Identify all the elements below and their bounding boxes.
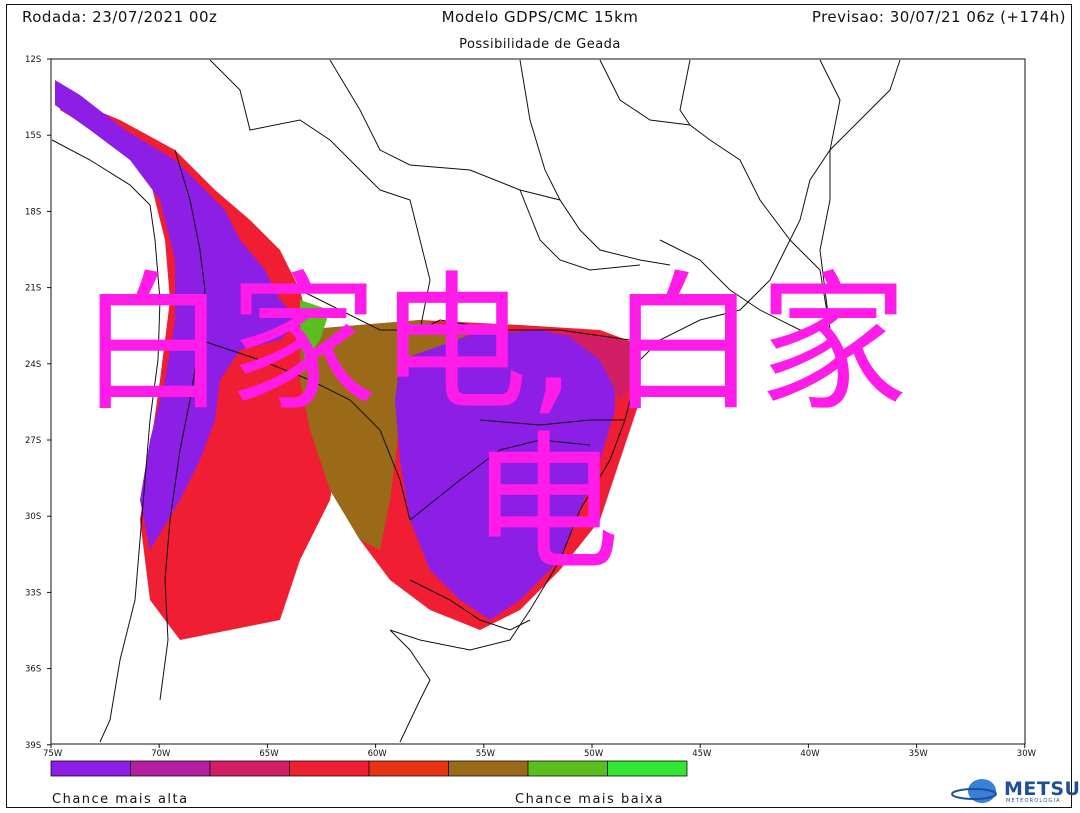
legend-swatch: [50, 760, 131, 777]
run-date-label: Rodada: 23/07/2021 00z: [22, 8, 218, 26]
paraguay-border: [299, 289, 441, 331]
brazil-states-1: [519, 59, 561, 201]
brazil-states-3: [679, 59, 691, 126]
map-subtitle: Possibilidade de Geada: [459, 37, 621, 52]
forecast-time-label: Previsao: 30/07/21 06z (+174h): [811, 8, 1066, 26]
legend-swatch: [368, 760, 449, 777]
latitude-label: 33S: [25, 588, 41, 598]
legend-swatch: [209, 760, 290, 777]
longitude-label: 65W: [259, 749, 279, 759]
longitude-label: 30W: [1017, 749, 1037, 759]
latitude-label: 21S: [25, 284, 41, 294]
andes-border: [159, 149, 206, 701]
legend-swatch: [527, 760, 608, 777]
border-layer: [51, 59, 901, 743]
santa-catarina-border: [479, 419, 625, 426]
legend-swatch: [289, 760, 370, 777]
brand-name: METSUL: [1004, 778, 1080, 800]
legend-high-label: Chance mais alta: [52, 792, 189, 807]
longitude-label: 50W: [584, 749, 604, 759]
longitude-label: 70W: [151, 749, 171, 759]
longitude-label: 45W: [692, 749, 712, 759]
metsul-logo: METSUL METEOROLOGIA: [950, 776, 1080, 806]
brazil-states-6: [659, 239, 830, 331]
latitude-label: 18S: [25, 207, 41, 217]
brazil-states-5: [519, 189, 641, 271]
latitude-label: 30S: [25, 512, 41, 522]
frost-area-brazil-high: [395, 330, 615, 620]
model-title: Modelo GDPS/CMC 15km: [441, 8, 639, 26]
brazil-states-4: [819, 59, 841, 331]
longitude-label: 60W: [368, 749, 388, 759]
longitude-label: 75W: [43, 749, 63, 759]
map-area-border: [50, 58, 1026, 745]
longitude-label: 40W: [800, 749, 820, 759]
bolivia-border: [209, 59, 431, 331]
frost-area-green-edge: [300, 300, 330, 360]
longitude-labels: 75W 70W 65W 60W 55W 50W 45W 40W 35W 30W: [43, 744, 1037, 759]
coastline-pacific: [51, 139, 161, 743]
latitude-label: 27S: [25, 436, 41, 446]
frost-area-andes-high: [55, 80, 300, 550]
globe-icon: [951, 779, 997, 803]
latitude-label: 39S: [25, 741, 41, 751]
legend-swatch: [448, 760, 529, 777]
brazil-states-2: [599, 59, 831, 331]
frost-field-layer: [55, 80, 640, 640]
longitude-label: 55W: [476, 749, 496, 759]
legend-swatch: [130, 760, 211, 777]
legend-swatch: [607, 760, 688, 777]
brand-tagline: METEOROLOGIA: [1006, 798, 1061, 804]
brazil-west-border: [329, 59, 671, 266]
latitude-label: 15S: [25, 131, 41, 141]
longitude-label: 35W: [909, 749, 929, 759]
legend-color-bar: [50, 760, 688, 777]
parana-border: [439, 319, 661, 346]
latitude-label: 36S: [25, 665, 41, 675]
rio-grande-border: [409, 439, 591, 521]
frost-area-pink: [560, 330, 640, 400]
latitude-label: 24S: [25, 360, 41, 370]
atlantic-coast: [389, 59, 901, 743]
map-frame: [6, 4, 1072, 808]
legend-low-label: Chance mais baixa: [515, 792, 664, 807]
latitude-label: 12S: [25, 55, 41, 65]
uruguay-border: [409, 579, 531, 631]
latitude-labels: 12S 15S 18S 21S 24S 27S 30S 33S 36S 39S: [25, 55, 51, 751]
argentina-internal: [199, 339, 411, 521]
